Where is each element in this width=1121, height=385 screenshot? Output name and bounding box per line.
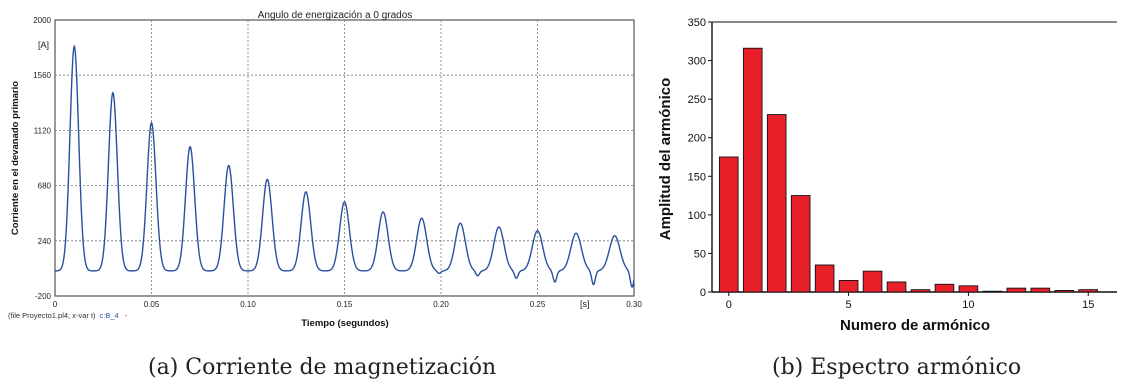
y-tick-label: 200	[688, 133, 706, 145]
y-tick-label: 2000	[33, 16, 51, 25]
legend-series-label: c:B_4	[100, 311, 119, 320]
harmonic-bar	[814, 264, 835, 293]
y-tick-label: 300	[688, 56, 706, 68]
chart-a-title: Angulo de energización a 0 grados	[258, 10, 413, 21]
y-tick-label: 680	[38, 182, 52, 191]
harmonic-chart: 0 50 100 150 200 250 300 350 0 5 10 15 Amplitud de…	[657, 17, 1117, 334]
x-tick-label: 0	[53, 300, 58, 309]
chart-b-xlabel: Numero de armónico	[840, 317, 990, 334]
chart-b-y-ticks: 0 50 100 150 200 250 300 350	[688, 17, 712, 299]
x-tick-label: 15	[1082, 299, 1094, 311]
chart-a-ylabel: Corriente en el devanado primario	[10, 81, 21, 235]
x-tick-label: 0.20	[433, 300, 449, 309]
chart-b-ylabel: Amplitud del armónico	[657, 78, 674, 241]
harmonic-bar	[862, 270, 883, 293]
y-tick-label: 150	[688, 171, 706, 183]
y-tick-label: 350	[688, 17, 706, 29]
chart-a-xlabel: Tiempo (segundos)	[301, 318, 388, 329]
x-tick-label: 0.25	[530, 300, 546, 309]
chart-b-x-ticks: 0 5 10 15	[726, 292, 1094, 311]
chart-a-x-unit: [s]	[580, 299, 590, 309]
y-tick-label: 50	[694, 248, 706, 260]
x-tick-label: 0.30	[626, 300, 642, 309]
y-tick-label: 240	[38, 237, 52, 246]
harmonic-bar	[886, 281, 907, 293]
harmonic-bar	[838, 279, 859, 293]
x-tick-label: 5	[846, 299, 852, 311]
harmonic-bar	[1006, 287, 1027, 293]
harmonic-bar	[790, 195, 811, 293]
harmonic-bar	[718, 156, 739, 293]
harmonic-bar	[958, 285, 979, 293]
y-tick-label: 1560	[33, 71, 51, 80]
harmonic-bar	[1030, 287, 1051, 293]
caption-b: (b) Espectro armónico	[772, 355, 1022, 380]
harmonic-bar	[1054, 290, 1075, 293]
chart-a-x-ticks: 0 0.05 0.10 0.15 0.20 0.25 0.30	[53, 300, 643, 309]
y-tick-label: 1120	[34, 126, 52, 135]
harmonic-bar	[934, 283, 955, 293]
current-series-line	[54, 44, 635, 289]
harmonic-bar	[742, 47, 763, 293]
chart-a-footer: (file Proyecto1.pl4; x-var t) c:B_4-	[8, 311, 128, 320]
chart-a-grid	[55, 20, 634, 296]
legend-extra: -	[125, 311, 128, 320]
x-tick-label: 0.15	[337, 300, 353, 309]
x-tick-label: 0.05	[144, 300, 160, 309]
x-tick-label: 0	[726, 299, 732, 311]
harmonic-bar	[1078, 289, 1099, 293]
x-tick-label: 0.10	[240, 300, 256, 309]
chart-b-bars	[718, 47, 1099, 293]
x-tick-label: 10	[962, 299, 974, 311]
chart-a-y-unit: [A]	[38, 40, 49, 50]
harmonic-bar	[910, 289, 931, 293]
footer-file-text: (file Proyecto1.pl4; x-var t)	[8, 311, 96, 320]
current-chart: Angulo de energización a 0 grados -200 24…	[8, 10, 642, 329]
y-tick-label: 100	[688, 210, 706, 222]
y-tick-label: -200	[35, 292, 52, 301]
chart-a-y-ticks: -200 240 680 1120 1560 2000	[33, 16, 51, 301]
harmonic-bar	[982, 290, 1003, 293]
y-tick-label: 0	[700, 287, 706, 299]
caption-a: (a) Corriente de magnetización	[148, 355, 497, 380]
harmonic-bar	[766, 114, 787, 293]
y-tick-label: 250	[688, 94, 706, 106]
